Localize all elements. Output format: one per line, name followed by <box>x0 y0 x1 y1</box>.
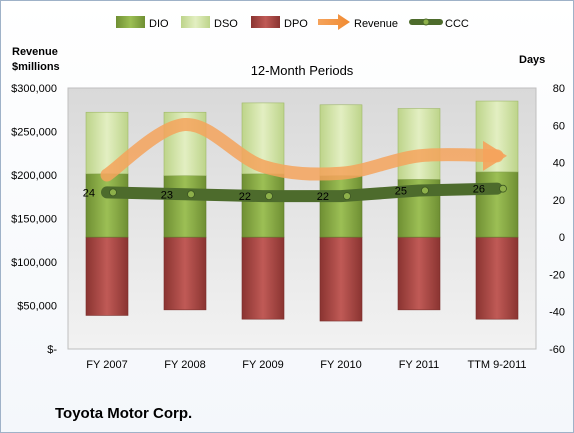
right-axis-tick-label: 80 <box>553 83 565 95</box>
bar-dio <box>475 171 519 238</box>
legend-swatch-dio <box>116 16 145 28</box>
right-axis: -60 -40 -20 0 20 40 60 80 <box>549 83 565 356</box>
legend-label-dio: DIO <box>149 18 169 30</box>
bar-dio <box>85 173 129 238</box>
bar-dpo <box>163 236 207 311</box>
category-label: FY 2008 <box>164 359 205 371</box>
ccc-data-label: 23 <box>161 189 173 201</box>
ccc-data-label: 25 <box>395 186 407 198</box>
revenue-arrowhead <box>483 140 507 171</box>
ccc-point <box>421 186 429 195</box>
bar-dio <box>319 175 363 238</box>
left-axis-tick-label: $50,000 <box>17 301 57 313</box>
left-axis-tick-label: $- <box>47 344 57 356</box>
category-label: FY 2010 <box>320 359 361 371</box>
right-axis-tick-label: 40 <box>553 158 565 170</box>
ccc-line <box>101 182 503 203</box>
revenue-line <box>100 118 504 182</box>
bar-dpo <box>85 236 129 316</box>
bar-dio <box>163 175 207 238</box>
right-axis-tick-label: 60 <box>553 120 565 132</box>
left-axis-title-line1: Revenue <box>12 46 58 58</box>
legend-label-dso: DSO <box>214 18 238 30</box>
category-labels: FY 2007 FY 2008 FY 2009 FY 2010 FY 2011 TTM 9… <box>86 359 526 371</box>
bar-dio <box>241 173 285 238</box>
right-axis-tick-label: -20 <box>549 269 565 281</box>
category-label: FY 2011 <box>399 359 440 371</box>
ccc-data-label: 24 <box>83 187 95 199</box>
ccc-line-group: 24 23 22 22 25 26 <box>83 182 507 203</box>
category-label: FY 2007 <box>86 359 127 371</box>
legend-swatch-dpo <box>251 16 280 28</box>
legend-marker-ccc <box>422 18 430 26</box>
legend-label-ccc: CCC <box>445 18 469 30</box>
right-axis-tick-label: 20 <box>553 195 565 207</box>
left-axis-tick-label: $150,000 <box>11 214 57 226</box>
ccc-point <box>187 190 195 199</box>
bar-dso <box>397 108 441 180</box>
legend-swatch-dso <box>181 16 210 28</box>
chart-title: 12-Month Periods <box>251 63 354 78</box>
ccc-point <box>343 192 351 201</box>
ccc-point <box>499 184 507 193</box>
revenue-line-group <box>100 118 507 182</box>
bar-dpo <box>397 236 441 311</box>
left-axis: $- $50,000 $100,000 $150,000 $200,000 $250,00… <box>11 83 57 356</box>
ccc-data-label: 22 <box>317 191 329 203</box>
right-axis-tick-label: 0 <box>559 232 565 244</box>
company-name: Toyota Motor Corp. <box>55 405 192 422</box>
legend: DIO DSO DPO Revenue CCC <box>116 14 469 30</box>
bar-dso <box>319 104 363 176</box>
right-axis-tick-label: -40 <box>549 307 565 319</box>
right-axis-tick-label: -60 <box>549 344 565 356</box>
ccc-data-label: 26 <box>473 184 485 196</box>
legend-label-revenue: Revenue <box>354 18 398 30</box>
legend-swatch-revenue <box>318 14 350 30</box>
left-axis-tick-label: $250,000 <box>11 127 57 139</box>
ccc-point <box>109 188 117 197</box>
legend-label-dpo: DPO <box>284 18 308 30</box>
left-axis-tick-label: $300,000 <box>11 83 57 95</box>
bar-dpo <box>241 236 285 320</box>
bar-dpo <box>319 236 363 322</box>
category-label: TTM 9-2011 <box>467 359 526 371</box>
ccc-point <box>265 192 273 201</box>
right-axis-title: Days <box>519 54 545 66</box>
ccc-data-label: 22 <box>239 191 251 203</box>
left-axis-tick-label: $100,000 <box>11 257 57 269</box>
bar-dpo <box>475 236 519 320</box>
left-axis-title-line2: $millions <box>12 61 60 73</box>
bars-group <box>85 100 519 322</box>
plot-area <box>67 87 537 350</box>
category-label: FY 2009 <box>242 359 283 371</box>
left-axis-tick-label: $200,000 <box>11 170 57 182</box>
